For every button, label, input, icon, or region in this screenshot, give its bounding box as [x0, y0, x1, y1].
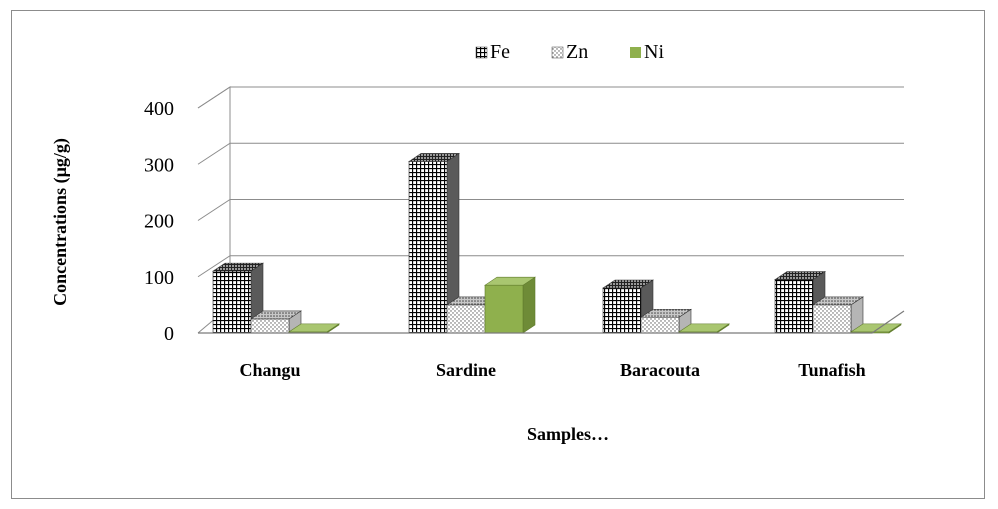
- bar-top-face: [850, 323, 902, 333]
- gridline: [197, 142, 904, 165]
- bar-fe-sardine: [408, 152, 460, 334]
- x-axis-title: Samples…: [527, 424, 609, 444]
- bar-ni-sardine: [484, 276, 536, 334]
- bar-front-face: [484, 284, 524, 334]
- bar-zn-baracouta: [640, 308, 692, 334]
- bar-front-face: [602, 287, 642, 334]
- bar-front-face: [640, 316, 680, 334]
- bar-front-face: [812, 304, 852, 334]
- y-tick-label: 100: [144, 267, 174, 289]
- bars: [212, 152, 902, 334]
- y-tick-label: 400: [144, 98, 174, 120]
- bar-front-face: [774, 279, 814, 334]
- gridlines: [197, 86, 904, 278]
- bar-top-face: [212, 262, 264, 272]
- bar-top-face: [250, 310, 302, 320]
- bar-fe-changu: [212, 262, 264, 334]
- y-tick-label: 0: [164, 323, 174, 345]
- bar-top-face: [774, 271, 826, 280]
- bar-top-face: [640, 308, 692, 318]
- legend-swatch: [551, 46, 564, 59]
- bar-top-face: [484, 276, 536, 286]
- floor-front-edge: [198, 310, 905, 334]
- bar-top-face: [812, 296, 864, 306]
- legend-item-zn: Zn: [551, 41, 588, 63]
- bar-top-face: [288, 323, 340, 333]
- x-tick-label: Baracouta: [620, 360, 700, 380]
- gridline: [197, 255, 904, 278]
- legend: Fe Zn Ni: [475, 41, 664, 63]
- chart-frame: [11, 10, 985, 499]
- bar-front-face: [212, 270, 252, 334]
- y-tick-label: 300: [144, 154, 174, 176]
- x-tick-label: Sardine: [436, 360, 496, 380]
- y-axis-ticks: 0 100 200 300 400: [144, 98, 174, 345]
- legend-swatch: [475, 46, 488, 59]
- bar-top-face: [408, 153, 460, 162]
- legend-label: Ni: [644, 41, 664, 63]
- bar-front-face: [250, 318, 290, 334]
- bar-front-face: [446, 304, 486, 334]
- y-tick-label: 200: [144, 211, 174, 233]
- bar-top-face: [602, 279, 654, 289]
- y-axis-title: Concentrations (µg/g): [50, 138, 71, 306]
- x-axis-ticks: Changu Sardine Baracouta Tunafish: [239, 360, 865, 380]
- bar-side-face: [522, 276, 536, 334]
- gridline: [197, 86, 904, 109]
- x-tick-label: Tunafish: [798, 360, 865, 380]
- legend-label: Fe: [490, 41, 510, 63]
- x-tick-label: Changu: [239, 360, 300, 380]
- bar-top-face: [678, 323, 730, 333]
- gridline: [197, 199, 904, 221]
- legend-item-fe: Fe: [475, 41, 510, 63]
- legend-label: Zn: [566, 41, 588, 63]
- floor-layer: [198, 310, 905, 334]
- bar-front-face: [408, 161, 448, 334]
- bar-fe-baracouta: [602, 279, 654, 334]
- bar-zn-tunafish: [812, 296, 864, 334]
- legend-item-ni: Ni: [630, 41, 664, 63]
- legend-swatch: [630, 47, 641, 58]
